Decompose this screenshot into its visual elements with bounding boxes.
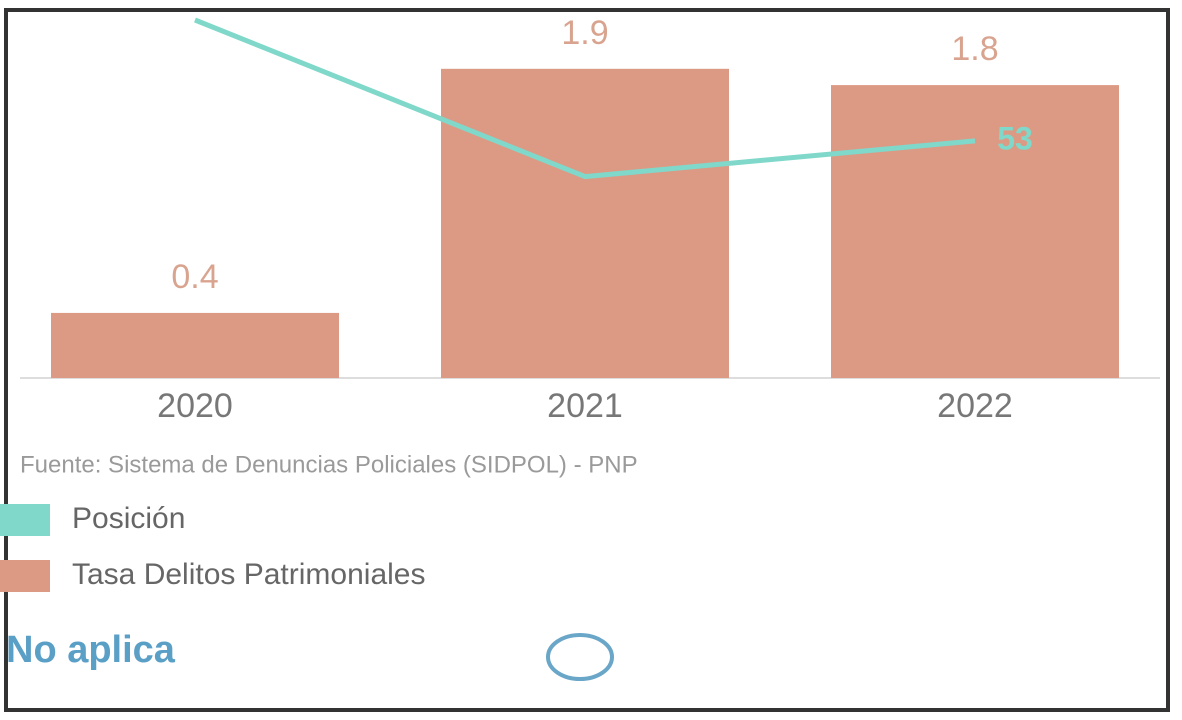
x-tick-label: 2020 <box>157 387 233 425</box>
line <box>194 17 976 180</box>
legend-swatch <box>0 560 50 592</box>
bar <box>441 68 729 379</box>
bar-value-label: 0.4 <box>171 258 218 296</box>
legend-label: Tasa Delitos Patrimoniales <box>72 558 425 591</box>
frame <box>4 8 1170 712</box>
source: Fuente: Sistema de Denuncias Policiales … <box>20 451 638 478</box>
x-tick-label: 2022 <box>937 387 1013 425</box>
line-value-label: 53 <box>997 120 1033 156</box>
x-tick-label: 2021 <box>547 387 623 425</box>
bar-value-label: 1.9 <box>561 14 608 52</box>
bar <box>831 85 1119 378</box>
circle-icon <box>546 633 614 681</box>
bar <box>51 312 339 378</box>
legend-label: Posición <box>72 502 185 535</box>
legend-swatch <box>0 504 50 536</box>
note: No aplica <box>6 629 176 671</box>
bar-value-label: 1.8 <box>951 30 998 68</box>
